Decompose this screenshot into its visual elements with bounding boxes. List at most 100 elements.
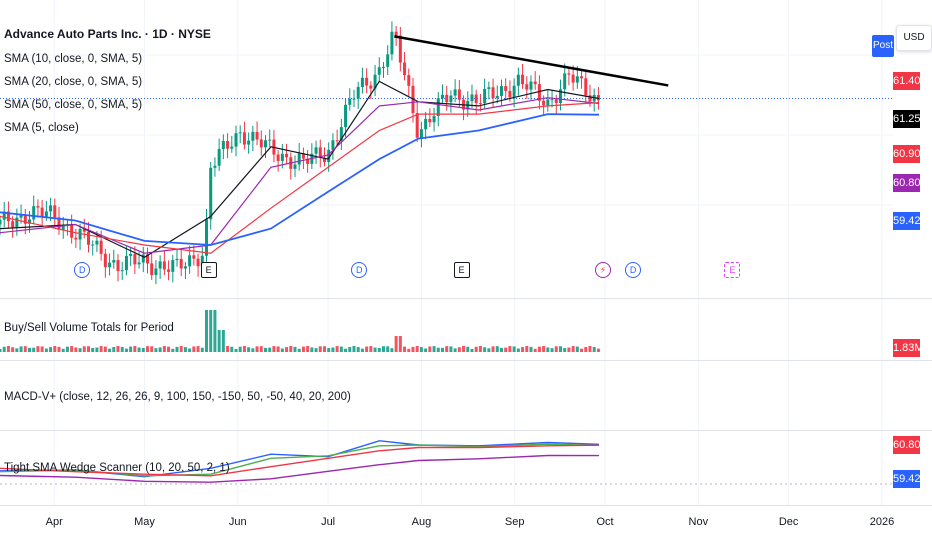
candle	[504, 78, 508, 101]
volume-bar	[457, 347, 461, 352]
sma-line	[0, 80, 600, 258]
volume-bar	[339, 346, 343, 352]
candle	[65, 219, 69, 236]
volume-bar	[154, 348, 158, 352]
volume-bar	[306, 346, 310, 352]
volume-bar	[129, 346, 133, 352]
candle	[470, 84, 474, 109]
indicator-sma5-legend[interactable]: SMA (5, close)	[4, 122, 79, 134]
volume-bar	[297, 348, 301, 352]
volume-bar	[108, 348, 112, 352]
dividend-marker[interactable]: D	[74, 262, 91, 278]
volume-bar	[0, 349, 2, 352]
volume-bar	[272, 346, 276, 352]
price-tag-osc2: 59.42	[893, 470, 921, 488]
pane-separator[interactable]	[0, 298, 932, 299]
candle	[150, 252, 154, 280]
volume-bar	[23, 346, 27, 352]
volume-bar	[310, 347, 314, 352]
x-tick-label: Nov	[688, 516, 709, 528]
split-marker[interactable]: ⚡	[595, 262, 612, 278]
pane-separator[interactable]	[0, 360, 932, 361]
volume-bar	[483, 347, 487, 352]
volume-bar	[179, 346, 183, 352]
volume-bar	[32, 347, 36, 352]
indicator-macd-legend[interactable]: MACD-V+ (close, 12, 26, 26, 9, 100, 150,…	[4, 391, 351, 403]
indicator-sma50-legend[interactable]: SMA (50, close, 0, SMA, 5)	[4, 99, 143, 111]
volume-bar	[91, 348, 95, 352]
volume-bar	[356, 347, 360, 352]
earnings-marker[interactable]: E	[453, 262, 470, 278]
volume-bar	[398, 336, 402, 352]
x-tick-label: Oct	[596, 516, 614, 528]
volume-bar	[204, 310, 208, 352]
candle	[6, 201, 10, 229]
volume-bar	[11, 347, 15, 352]
volume-bar	[584, 346, 588, 352]
volume-bar	[196, 346, 200, 352]
volume-bar	[411, 346, 415, 352]
symbol-title[interactable]: Advance Auto Parts Inc. · 1D · NYSE	[4, 27, 211, 41]
candle	[141, 246, 145, 273]
candle	[32, 195, 36, 225]
candle	[365, 68, 369, 94]
candle	[440, 84, 444, 104]
volume-bar	[183, 347, 187, 352]
candle	[432, 107, 436, 132]
volume-bar	[251, 348, 255, 352]
candle	[57, 206, 61, 235]
candle	[466, 91, 470, 117]
volume-bar	[331, 347, 335, 352]
candle	[306, 150, 310, 173]
volume-bar	[74, 347, 78, 352]
volume-bar	[141, 348, 145, 352]
volume-bar	[445, 346, 449, 352]
volume-bar	[78, 348, 82, 352]
indicator-wedge-legend[interactable]: Tight SMA Wedge Scanner (10, 20, 50, 2, …	[4, 462, 230, 474]
pane-separator[interactable]	[0, 430, 932, 431]
post-market-button[interactable]: Post	[872, 35, 894, 57]
currency-button[interactable]: USD	[896, 25, 932, 51]
candle	[285, 143, 289, 165]
candle	[580, 70, 584, 89]
price-tag-sma50: 60.90	[893, 145, 921, 163]
volume-bar	[533, 348, 537, 352]
volume-bar	[40, 346, 44, 352]
x-tick-label: May	[134, 516, 155, 528]
earnings-marker[interactable]: E	[200, 262, 217, 278]
volume-bar	[289, 346, 293, 352]
candle	[86, 222, 90, 253]
x-tick-label: Sep	[504, 516, 525, 528]
dividend-marker[interactable]: D	[351, 262, 368, 278]
candle	[487, 81, 491, 100]
volume-bar	[508, 346, 512, 352]
volume-bar	[255, 346, 259, 352]
volume-bar	[575, 346, 579, 352]
volume-bar	[381, 346, 385, 352]
indicator-volume-legend[interactable]: Buy/Sell Volume Totals for Period	[4, 322, 174, 334]
volume-bar	[234, 348, 238, 352]
candle	[516, 67, 520, 96]
candle	[390, 21, 394, 61]
volume-bar	[259, 346, 263, 352]
volume-bar	[19, 346, 23, 352]
indicator-sma20-legend[interactable]: SMA (20, close, 0, SMA, 5)	[4, 76, 143, 88]
candle	[204, 208, 208, 262]
trendline	[394, 35, 669, 87]
candle	[419, 121, 423, 148]
volume-bar	[428, 346, 432, 352]
volume-bar	[49, 347, 53, 352]
candle	[247, 132, 251, 154]
candle	[91, 240, 95, 256]
volume-bar	[61, 348, 65, 352]
volume-bar	[352, 346, 356, 352]
candle	[373, 65, 377, 96]
indicator-sma10-legend[interactable]: SMA (10, close, 0, SMA, 5)	[4, 53, 143, 65]
x-tick-label: Dec	[778, 516, 799, 528]
candle	[74, 228, 78, 248]
dividend-marker[interactable]: D	[625, 262, 642, 278]
candle	[276, 150, 280, 172]
volume-bar	[150, 346, 154, 352]
future-earnings-marker[interactable]: E	[724, 262, 741, 278]
